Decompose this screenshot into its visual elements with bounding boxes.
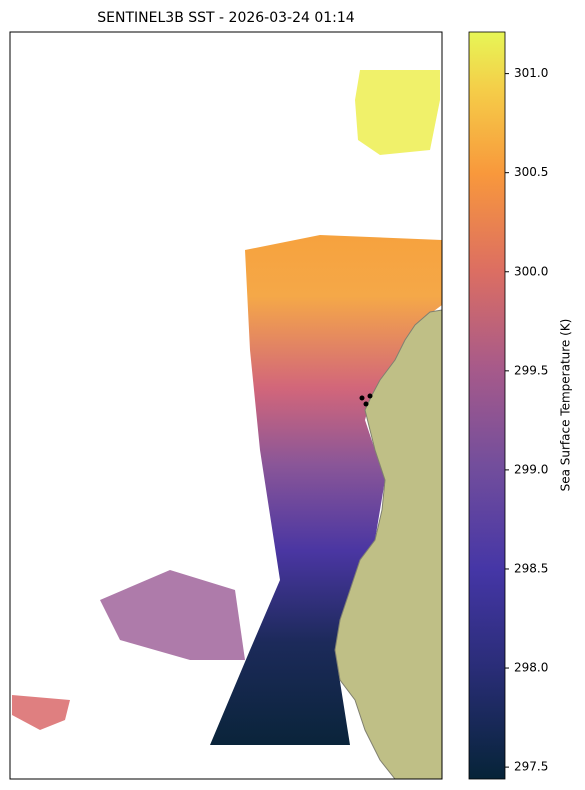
colorbar-tick-label: 299.0 bbox=[514, 462, 548, 476]
colorbar-tick-label: 297.5 bbox=[514, 760, 548, 774]
colorbar bbox=[468, 31, 506, 780]
sst-patch bbox=[355, 70, 440, 155]
sst-field bbox=[210, 235, 442, 745]
map-frame bbox=[9, 31, 443, 780]
map-title: SENTINEL3B SST - 2026-03-24 01:14 bbox=[97, 10, 354, 26]
station-marker bbox=[363, 401, 369, 407]
station-marker bbox=[367, 393, 373, 399]
station-marker bbox=[359, 395, 365, 401]
colorbar-label: Sea Surface Temperature (K) bbox=[559, 319, 573, 492]
map-area bbox=[9, 31, 443, 780]
sst-patch bbox=[100, 570, 245, 660]
sst-patch bbox=[12, 695, 70, 730]
colorbar-tick-label: 299.5 bbox=[514, 363, 548, 377]
colorbar-tick-label: 301.0 bbox=[514, 66, 548, 80]
colorbar-tick-label: 300.5 bbox=[514, 165, 548, 179]
colorbar-tick-label: 298.5 bbox=[514, 561, 548, 575]
colorbar-tick-label: 298.0 bbox=[514, 661, 548, 675]
land bbox=[334, 309, 443, 780]
colorbar-tick-label: 300.0 bbox=[514, 264, 548, 278]
